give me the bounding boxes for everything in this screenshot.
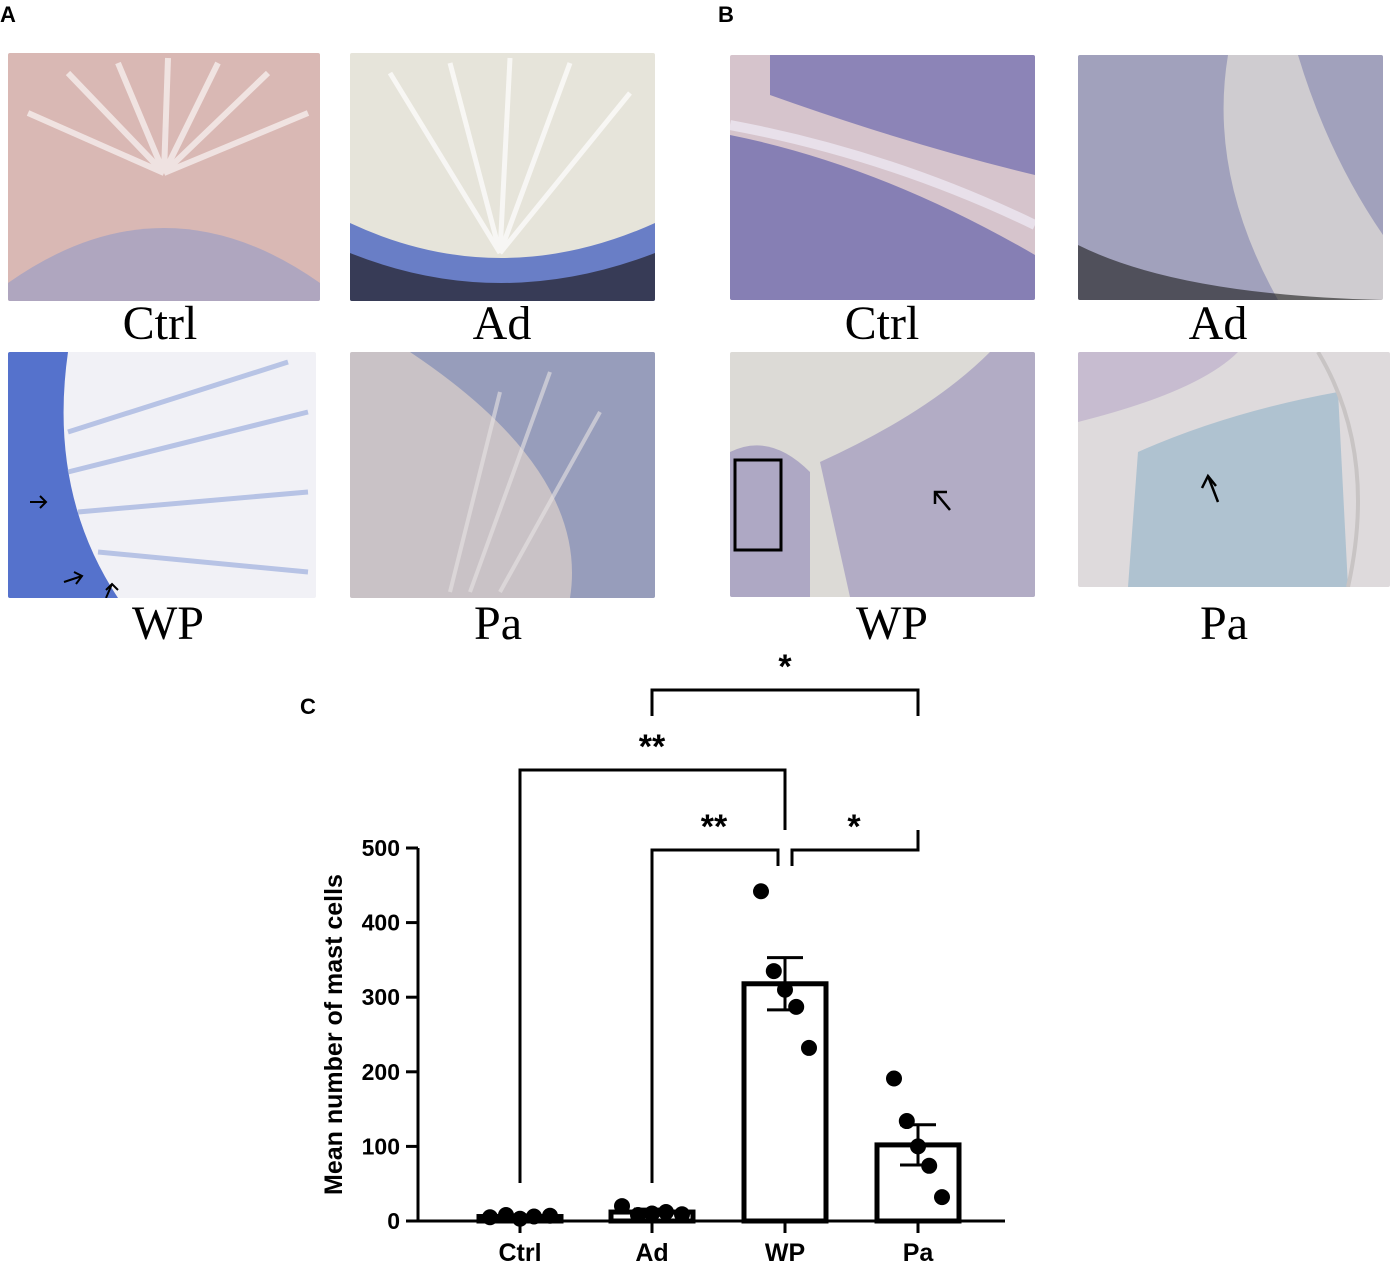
caption-b-ad: Ad bbox=[1188, 297, 1248, 350]
panel-letter-a: A bbox=[0, 2, 16, 27]
data-point-Pa-0 bbox=[886, 1070, 902, 1087]
data-point-Ctrl-0 bbox=[482, 1209, 498, 1226]
caption-b-wp: WP bbox=[856, 597, 928, 650]
micrograph-a-ctrl bbox=[8, 53, 320, 301]
micrograph-b-ad bbox=[1078, 55, 1383, 300]
data-point-WP-3 bbox=[788, 998, 805, 1015]
micrograph-a-pa bbox=[350, 352, 655, 598]
caption-b-ctrl: Ctrl bbox=[844, 297, 920, 350]
caption-b-pa: Pa bbox=[1200, 597, 1248, 650]
micrograph-b-ctrl bbox=[730, 55, 1035, 300]
data-point-Pa-1 bbox=[898, 1113, 915, 1130]
data-point-Ad-2 bbox=[644, 1205, 660, 1222]
data-point-WP-2 bbox=[777, 981, 793, 998]
data-point-Ctrl-4 bbox=[542, 1207, 558, 1224]
micrograph-b-wp bbox=[730, 352, 1035, 597]
micrograph-a-wp bbox=[8, 352, 316, 598]
bar-WP bbox=[741, 981, 829, 1224]
micrograph-a-ad bbox=[350, 53, 655, 301]
significance-label-Ctrl-WP: ** bbox=[639, 728, 666, 766]
significance-label-WP-Pa: * bbox=[847, 808, 861, 846]
data-point-WP-0 bbox=[753, 883, 769, 900]
significance-bracket-Ctrl-WP bbox=[518, 768, 787, 1183]
data-point-Ctrl-1 bbox=[498, 1207, 514, 1224]
data-point-Pa-2 bbox=[910, 1138, 926, 1155]
y-axis-title: Mean number of mast cells bbox=[320, 874, 348, 1195]
significance-label-Ad-Pa: * bbox=[778, 648, 792, 686]
micrograph-b-pa bbox=[1078, 352, 1390, 587]
caption-a-wp: WP bbox=[132, 597, 204, 650]
y-tick-label-200: 200 bbox=[362, 1059, 400, 1085]
data-point-Ad-4 bbox=[674, 1206, 690, 1223]
data-point-Pa-3 bbox=[921, 1157, 938, 1174]
caption-a-ad: Ad bbox=[472, 297, 532, 350]
data-point-Ctrl-2 bbox=[512, 1210, 528, 1227]
caption-a-ctrl: Ctrl bbox=[122, 297, 198, 350]
significance-bracket-Ad-WP bbox=[650, 848, 780, 1183]
caption-a-pa: Pa bbox=[474, 597, 522, 650]
y-tick-label-100: 100 bbox=[362, 1133, 400, 1159]
data-point-Ad-0 bbox=[614, 1198, 630, 1215]
x-tick-label-Ctrl: Ctrl bbox=[498, 1239, 541, 1267]
significance-bracket-WP-Pa bbox=[790, 830, 920, 866]
panel-letter-c: C bbox=[300, 694, 316, 719]
significance-bracket-Ad-Pa bbox=[650, 688, 920, 716]
data-point-Pa-4 bbox=[934, 1189, 950, 1206]
data-point-WP-4 bbox=[801, 1039, 817, 1056]
x-tick-label-Pa: Pa bbox=[903, 1239, 935, 1267]
y-tick-label-300: 300 bbox=[362, 984, 400, 1010]
data-point-Ad-1 bbox=[630, 1207, 646, 1224]
data-point-WP-1 bbox=[765, 963, 782, 980]
panel-letter-b: B bbox=[718, 2, 734, 27]
significance-label-Ad-WP: ** bbox=[701, 808, 728, 846]
x-tick-label-WP: WP bbox=[765, 1239, 805, 1267]
y-tick-label-500: 500 bbox=[362, 835, 400, 861]
y-tick-label-400: 400 bbox=[362, 910, 400, 936]
data-point-Ctrl-3 bbox=[526, 1208, 542, 1225]
bar-chart: 0 100 200 300 400 500 Mean number of mast cell… bbox=[320, 648, 1005, 1267]
x-tick-label-Ad: Ad bbox=[635, 1239, 668, 1267]
data-point-Ad-3 bbox=[658, 1204, 674, 1221]
y-tick-label-0: 0 bbox=[387, 1208, 400, 1234]
